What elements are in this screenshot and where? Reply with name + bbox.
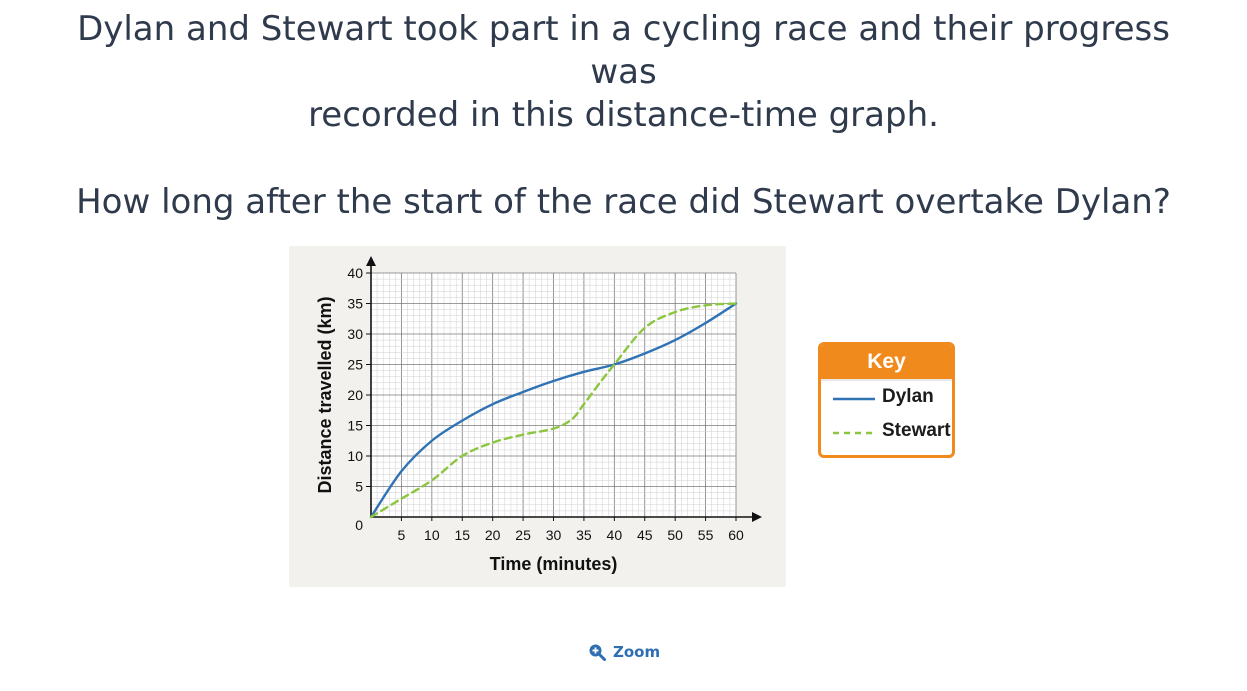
- key-title: Key: [821, 345, 952, 381]
- x-axis-label: Time (minutes): [490, 554, 618, 574]
- x-tick-label: 50: [667, 527, 683, 543]
- x-axis-arrow: [752, 512, 762, 522]
- chart-svg: 5 10 15 20 25 30 35 40 45 50 55 60 5 10 15 20 25 30 35 40 0 T…: [315, 256, 762, 574]
- x-tick-label: 40: [607, 527, 623, 543]
- x-tick-label: 60: [728, 527, 744, 543]
- origin-label: 0: [355, 517, 363, 533]
- y-tick-label: 5: [355, 479, 363, 495]
- x-tick-label: 35: [576, 527, 592, 543]
- distance-time-graph: 5 10 15 20 25 30 35 40 45 50 55 60 5 10 15 20 25 30 35 40 0 T…: [289, 246, 786, 587]
- magnifier-plus-icon: [589, 644, 606, 661]
- x-tick-label: 45: [637, 527, 653, 543]
- question-line-1: Dylan and Stewart took part in a cycling…: [77, 9, 1170, 92]
- chart-key: Key Dylan Stewart: [818, 342, 955, 458]
- y-axis-label: Distance travelled (km): [315, 296, 335, 493]
- y-tick-label: 30: [347, 326, 363, 342]
- x-tick-label: 20: [485, 527, 501, 543]
- y-tick-label: 35: [347, 296, 363, 312]
- x-tick-label: 55: [698, 527, 714, 543]
- question-line-2: recorded in this distance-time graph.: [308, 95, 939, 135]
- y-tick-label: 15: [347, 418, 363, 434]
- y-tick-label: 25: [347, 357, 363, 373]
- key-item-stewart: Stewart: [821, 415, 952, 449]
- zoom-button[interactable]: Zoom: [588, 643, 660, 661]
- y-tick-label: 40: [347, 265, 363, 281]
- x-tick-label: 15: [454, 527, 470, 543]
- question-line-3: How long after the start of the race did…: [76, 182, 1171, 222]
- x-tick-label: 30: [546, 527, 562, 543]
- series-line-dylan: [369, 302, 738, 519]
- key-swatch-stewart: [833, 431, 875, 435]
- key-item-dylan: Dylan: [821, 381, 952, 415]
- x-tick-label: 25: [515, 527, 531, 543]
- key-label-stewart: Stewart: [882, 420, 951, 441]
- x-tick-label: 5: [398, 527, 406, 543]
- key-label-dylan: Dylan: [882, 386, 934, 407]
- grid-lines: [370, 272, 737, 518]
- key-swatch-dylan: [833, 397, 875, 401]
- question-text: Dylan and Stewart took part in a cycling…: [40, 8, 1207, 224]
- x-tick-label: 10: [424, 527, 440, 543]
- zoom-label: Zoom: [613, 643, 661, 661]
- y-tick-label: 10: [347, 448, 363, 464]
- y-axis-arrow: [366, 256, 376, 266]
- y-tick-label: 20: [347, 387, 363, 403]
